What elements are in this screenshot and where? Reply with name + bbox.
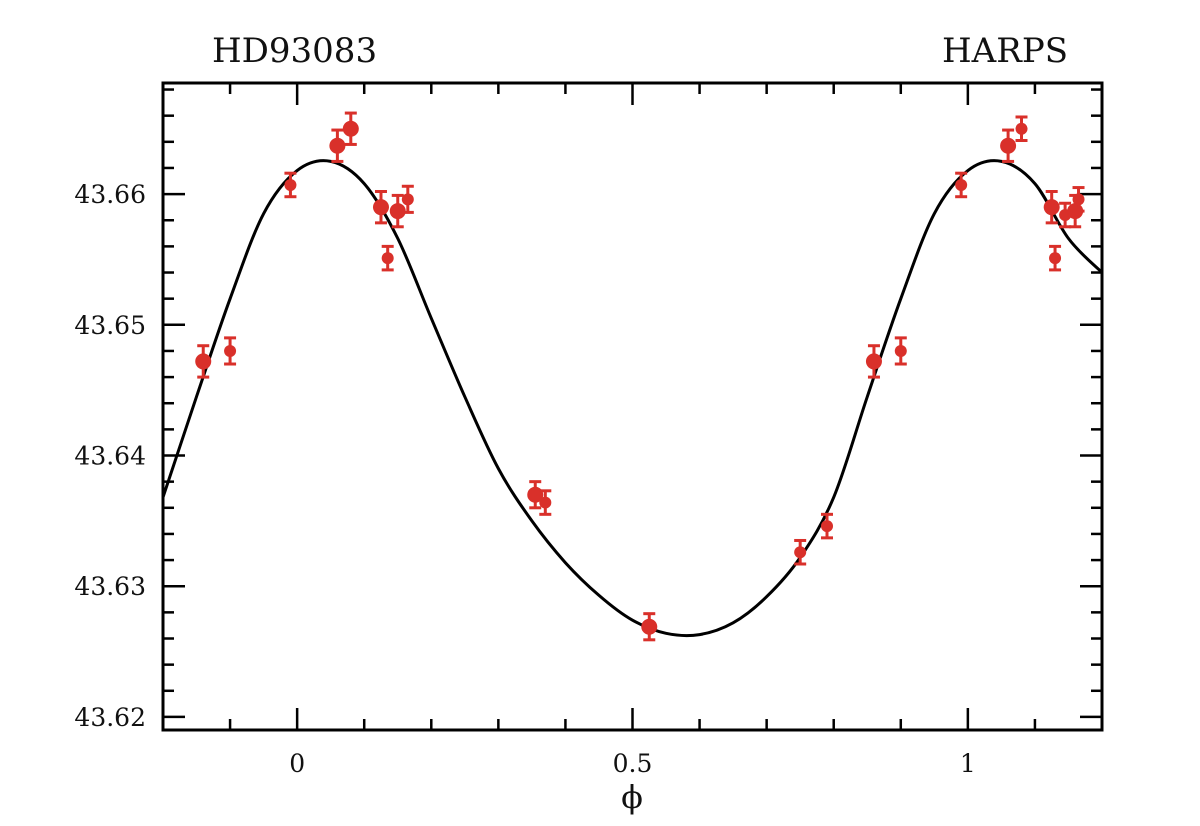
data-point bbox=[865, 344, 882, 379]
x-tick-label: 0 bbox=[289, 749, 305, 778]
y-tick-label: 43.64 bbox=[74, 442, 146, 471]
data-point bbox=[821, 512, 834, 540]
data-point bbox=[401, 184, 414, 214]
y-tick-label: 43.63 bbox=[74, 572, 146, 601]
axis-ticks bbox=[161, 83, 1102, 730]
data-point bbox=[284, 171, 297, 199]
data-point bbox=[1015, 115, 1028, 143]
x-axis-label: ϕ bbox=[621, 778, 643, 816]
data-point bbox=[1049, 244, 1062, 272]
axis-tick-labels: 0 0.5 1 43.62 43.63 43.64 43.65 43.66 bbox=[74, 180, 975, 778]
data-point bbox=[527, 480, 544, 510]
model-curve bbox=[163, 159, 1102, 638]
data-point bbox=[955, 171, 968, 199]
y-tick-label: 43.65 bbox=[74, 311, 146, 340]
data-point bbox=[389, 193, 406, 229]
data-point bbox=[894, 336, 907, 366]
data-point bbox=[1000, 128, 1017, 163]
data-points bbox=[195, 111, 1085, 642]
x-tick-label: 0.5 bbox=[613, 749, 653, 778]
y-tick-label: 43.66 bbox=[74, 180, 146, 209]
data-point bbox=[342, 111, 359, 146]
data-point bbox=[539, 489, 552, 516]
data-point bbox=[1072, 186, 1085, 213]
y-tick-label: 43.62 bbox=[74, 703, 146, 732]
x-tick-label: 1 bbox=[960, 749, 976, 778]
data-point bbox=[1043, 189, 1060, 225]
data-point bbox=[372, 189, 389, 225]
data-point bbox=[794, 538, 807, 566]
data-point bbox=[195, 344, 212, 379]
plot-frame bbox=[161, 81, 1104, 732]
data-point bbox=[224, 336, 237, 366]
data-point bbox=[641, 612, 658, 642]
data-point bbox=[381, 244, 394, 272]
chart-title-right: HARPS bbox=[942, 31, 1068, 71]
chart-title-left: HD93083 bbox=[212, 31, 377, 71]
data-point bbox=[329, 128, 346, 163]
